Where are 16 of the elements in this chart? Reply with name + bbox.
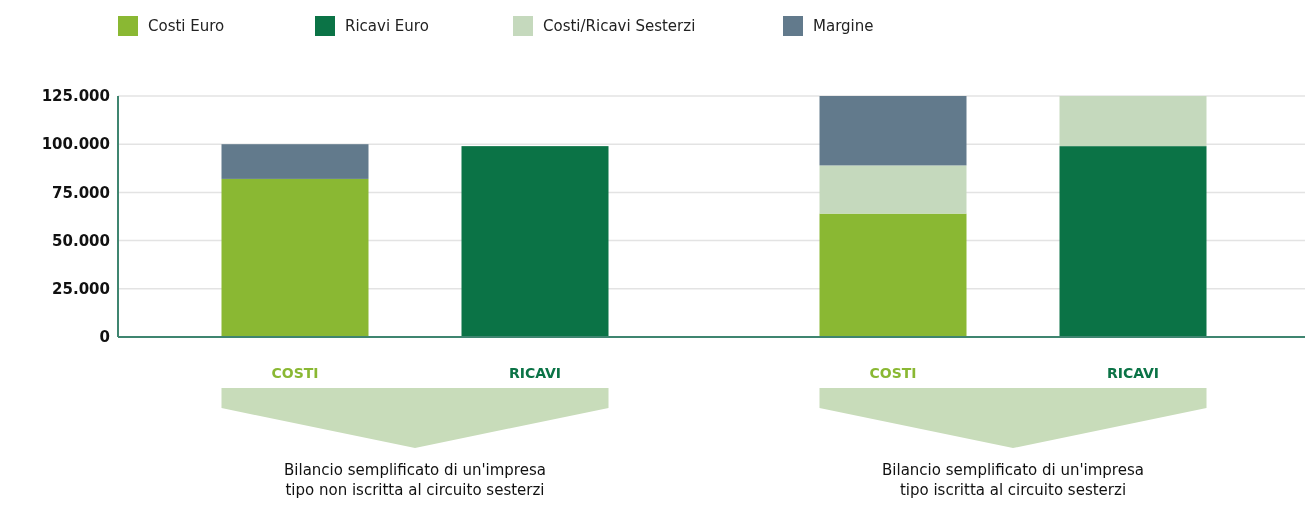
text: Bilancio semplificato di un'impresa tipo non iscritta al circuito sesterzi <box>284 461 546 499</box>
legend-label: Costi Euro <box>148 17 225 35</box>
legend-label: Ricavi Euro <box>345 17 429 35</box>
y-tick-label: 125.000 <box>41 87 110 106</box>
y-tick-label: 25.000 <box>52 280 110 299</box>
y-tick-label: 100.000 <box>41 135 110 154</box>
x-tick-label: RICAVI <box>1106 365 1160 381</box>
y-tick-label: 75.000 <box>52 183 110 202</box>
x-tick-label: COSTI <box>271 365 319 381</box>
x-tick-label: COSTI <box>869 365 917 381</box>
y-tick-label: 0 <box>99 328 110 347</box>
x-tick-label: RICAVI <box>508 365 562 381</box>
legend-label: Costi/Ricavi Sesterzi <box>543 17 696 35</box>
y-tick-label: 50.000 <box>52 231 110 250</box>
legend-label: Margine <box>813 17 874 35</box>
text: Bilancio semplificato di un'impresa tipo iscritta al circuito sesterzi <box>882 461 1144 499</box>
